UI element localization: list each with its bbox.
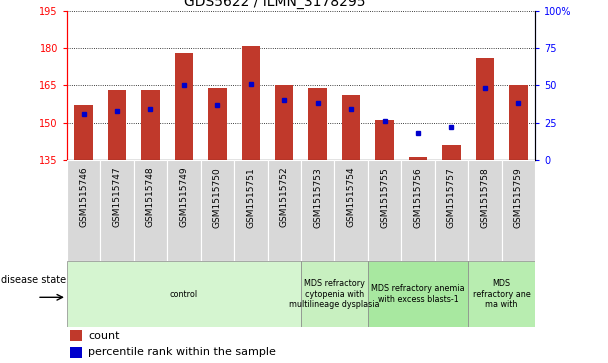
Text: disease state: disease state xyxy=(1,274,66,285)
Bar xyxy=(334,160,368,261)
Bar xyxy=(368,261,468,327)
Bar xyxy=(442,145,461,160)
Bar xyxy=(208,88,227,160)
Bar xyxy=(401,160,435,261)
Bar xyxy=(275,85,294,160)
Text: GSM1515748: GSM1515748 xyxy=(146,167,155,228)
Text: MDS refractory anemia
with excess blasts-1: MDS refractory anemia with excess blasts… xyxy=(371,284,465,304)
Text: GSM1515756: GSM1515756 xyxy=(413,167,423,228)
Bar xyxy=(174,53,193,160)
Bar xyxy=(100,160,134,261)
Bar xyxy=(167,160,201,261)
Bar xyxy=(435,160,468,261)
Bar xyxy=(70,347,82,358)
Text: control: control xyxy=(170,290,198,298)
Bar xyxy=(70,330,82,341)
Text: GSM1515749: GSM1515749 xyxy=(179,167,188,228)
Text: GSM1515754: GSM1515754 xyxy=(347,167,356,228)
Bar xyxy=(141,90,160,160)
Bar xyxy=(67,160,100,261)
Bar xyxy=(268,160,301,261)
Bar xyxy=(67,261,301,327)
Text: MDS
refractory ane
ma with: MDS refractory ane ma with xyxy=(473,279,530,309)
Bar xyxy=(74,105,93,160)
Bar xyxy=(241,46,260,160)
Bar xyxy=(502,160,535,261)
Bar xyxy=(108,90,126,160)
Bar xyxy=(308,88,327,160)
Text: GSM1515746: GSM1515746 xyxy=(79,167,88,228)
Bar xyxy=(301,261,368,327)
Text: GSM1515753: GSM1515753 xyxy=(313,167,322,228)
Text: GSM1515755: GSM1515755 xyxy=(380,167,389,228)
Text: GSM1515750: GSM1515750 xyxy=(213,167,222,228)
Bar xyxy=(509,85,528,160)
Text: GSM1515751: GSM1515751 xyxy=(246,167,255,228)
Text: MDS refractory
cytopenia with
multilineage dysplasia: MDS refractory cytopenia with multilinea… xyxy=(289,279,379,309)
Text: GSM1515759: GSM1515759 xyxy=(514,167,523,228)
Bar xyxy=(301,160,334,261)
Bar xyxy=(368,160,401,261)
Text: GSM1515757: GSM1515757 xyxy=(447,167,456,228)
Text: GSM1515758: GSM1515758 xyxy=(480,167,489,228)
Text: percentile rank within the sample: percentile rank within the sample xyxy=(88,347,276,357)
Bar xyxy=(201,160,234,261)
Bar xyxy=(468,261,535,327)
Bar xyxy=(134,160,167,261)
Bar xyxy=(234,160,268,261)
Text: GDS5622 / ILMN_3178295: GDS5622 / ILMN_3178295 xyxy=(184,0,365,9)
Text: GSM1515747: GSM1515747 xyxy=(112,167,122,228)
Bar xyxy=(375,120,394,160)
Bar xyxy=(342,95,361,160)
Bar xyxy=(468,160,502,261)
Bar xyxy=(475,58,494,160)
Text: GSM1515752: GSM1515752 xyxy=(280,167,289,228)
Text: count: count xyxy=(88,331,120,341)
Bar xyxy=(409,157,427,160)
